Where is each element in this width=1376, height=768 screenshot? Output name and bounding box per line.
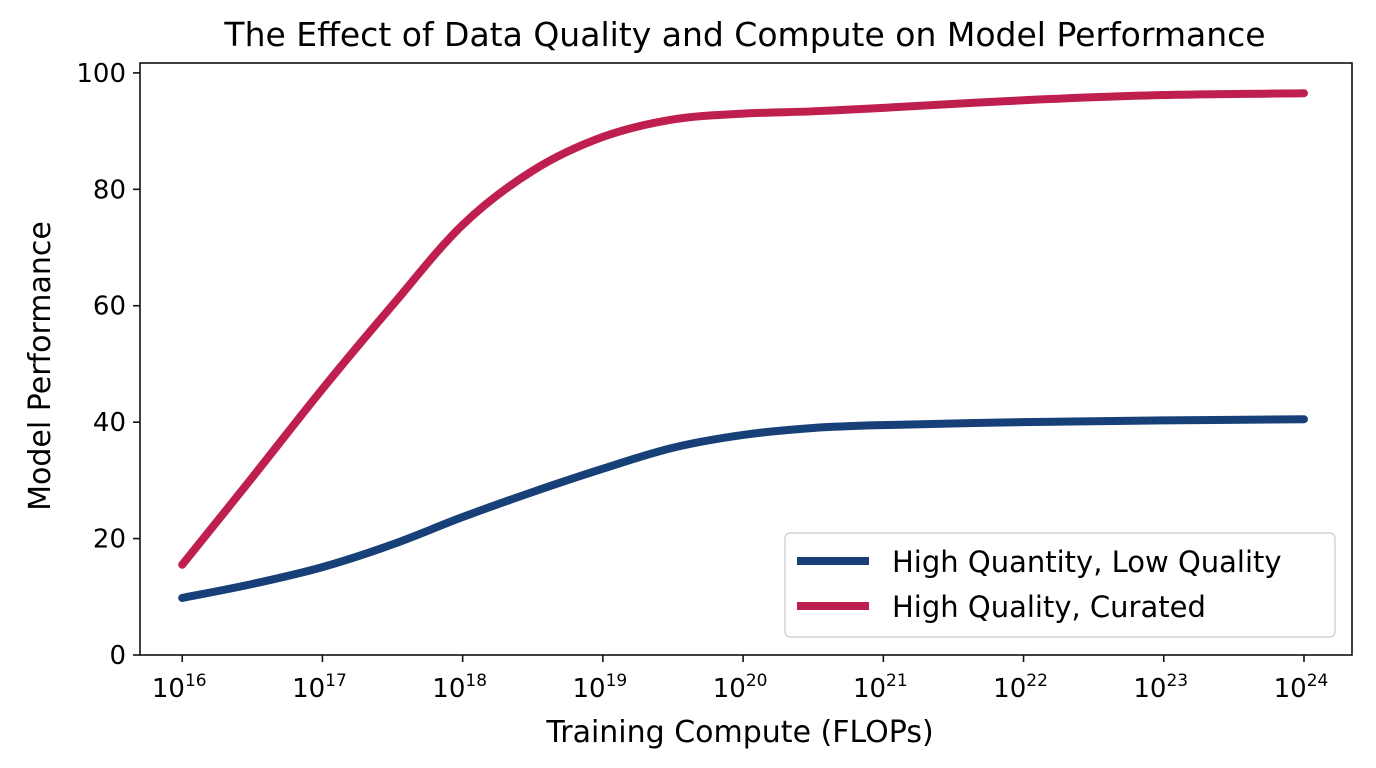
y-tick-label: 0 (109, 641, 126, 671)
x-tick-base: 10 (1274, 674, 1307, 704)
x-tick-base: 10 (1133, 674, 1166, 704)
x-tick-label: 1016 (152, 671, 207, 704)
x-tick-base: 10 (993, 674, 1026, 704)
y-tick-label: 40 (93, 408, 126, 438)
x-tick-label: 1021 (853, 671, 908, 704)
x-tick-base: 10 (713, 674, 746, 704)
x-tick-base: 10 (853, 674, 886, 704)
series-line-0 (178, 415, 1308, 602)
x-tick-base: 10 (292, 674, 325, 704)
x-tick-base: 10 (152, 674, 185, 704)
x-tick-exponent: 16 (185, 671, 207, 691)
x-tick-exponent: 24 (1307, 671, 1329, 691)
y-tick-label: 100 (76, 59, 126, 89)
x-tick-label: 1023 (1133, 671, 1188, 704)
y-tick-label: 20 (93, 525, 126, 555)
x-axis-label: Training Compute (FLOPs) (545, 715, 933, 750)
legend-label-1: High Quality, Curated (892, 590, 1206, 624)
y-tick-label: 80 (93, 175, 126, 205)
x-tick-exponent: 19 (606, 671, 628, 691)
x-tick-label: 1017 (292, 671, 347, 704)
legend: High Quantity, Low Quality High Quality,… (784, 532, 1336, 638)
x-tick-exponent: 23 (1166, 671, 1188, 691)
chart-title: The Effect of Data Quality and Compute o… (223, 15, 1265, 54)
series-line-1 (178, 89, 1308, 569)
y-axis-label: Model Performance (23, 221, 58, 511)
x-tick-label: 1022 (993, 671, 1048, 704)
legend-box (784, 532, 1336, 638)
x-tick-label: 1024 (1274, 671, 1329, 704)
y-tick-label: 60 (93, 292, 126, 322)
x-tick-label: 1019 (573, 671, 628, 704)
x-tick-exponent: 18 (465, 671, 487, 691)
x-tick-label: 1018 (432, 671, 487, 704)
x-tick-exponent: 22 (1026, 671, 1048, 691)
x-tick-label: 1020 (713, 671, 768, 704)
legend-label-0: High Quantity, Low Quality (892, 545, 1282, 579)
x-tick-exponent: 21 (886, 671, 908, 691)
x-tick-exponent: 17 (325, 671, 347, 691)
plot-area (139, 62, 1353, 656)
x-tick-base: 10 (573, 674, 606, 704)
x-tick-base: 10 (432, 674, 465, 704)
x-tick-exponent: 20 (746, 671, 768, 691)
